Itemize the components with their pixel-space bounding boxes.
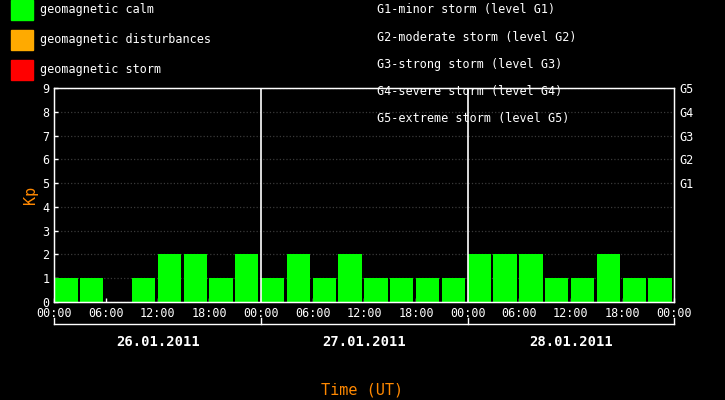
Bar bbox=[261, 278, 284, 302]
Bar bbox=[519, 254, 542, 302]
Bar bbox=[364, 278, 388, 302]
Bar bbox=[494, 254, 517, 302]
Text: 28.01.2011: 28.01.2011 bbox=[529, 335, 613, 349]
Bar bbox=[468, 254, 491, 302]
Text: G2-moderate storm (level G2): G2-moderate storm (level G2) bbox=[377, 31, 576, 44]
Bar bbox=[623, 278, 646, 302]
Text: geomagnetic calm: geomagnetic calm bbox=[40, 4, 154, 16]
Bar bbox=[287, 254, 310, 302]
Bar bbox=[132, 278, 155, 302]
Text: 27.01.2011: 27.01.2011 bbox=[323, 335, 406, 349]
Bar bbox=[80, 278, 104, 302]
Bar bbox=[339, 254, 362, 302]
Bar bbox=[54, 278, 78, 302]
Text: G4-severe storm (level G4): G4-severe storm (level G4) bbox=[377, 85, 563, 98]
Bar bbox=[390, 278, 413, 302]
Bar bbox=[312, 278, 336, 302]
Text: G1-minor storm (level G1): G1-minor storm (level G1) bbox=[377, 4, 555, 16]
Text: geomagnetic storm: geomagnetic storm bbox=[40, 64, 161, 76]
Text: G3-strong storm (level G3): G3-strong storm (level G3) bbox=[377, 58, 563, 71]
Text: 26.01.2011: 26.01.2011 bbox=[116, 335, 199, 349]
Bar bbox=[442, 278, 465, 302]
Bar bbox=[183, 254, 207, 302]
Bar bbox=[416, 278, 439, 302]
Text: geomagnetic disturbances: geomagnetic disturbances bbox=[40, 34, 211, 46]
Bar bbox=[597, 254, 620, 302]
Text: Time (UT): Time (UT) bbox=[321, 382, 404, 398]
Bar bbox=[210, 278, 233, 302]
Bar bbox=[157, 254, 181, 302]
Bar bbox=[545, 278, 568, 302]
Bar bbox=[648, 278, 671, 302]
Bar bbox=[571, 278, 594, 302]
Text: G5-extreme storm (level G5): G5-extreme storm (level G5) bbox=[377, 112, 569, 125]
Bar bbox=[235, 254, 258, 302]
Y-axis label: Kp: Kp bbox=[23, 186, 38, 204]
